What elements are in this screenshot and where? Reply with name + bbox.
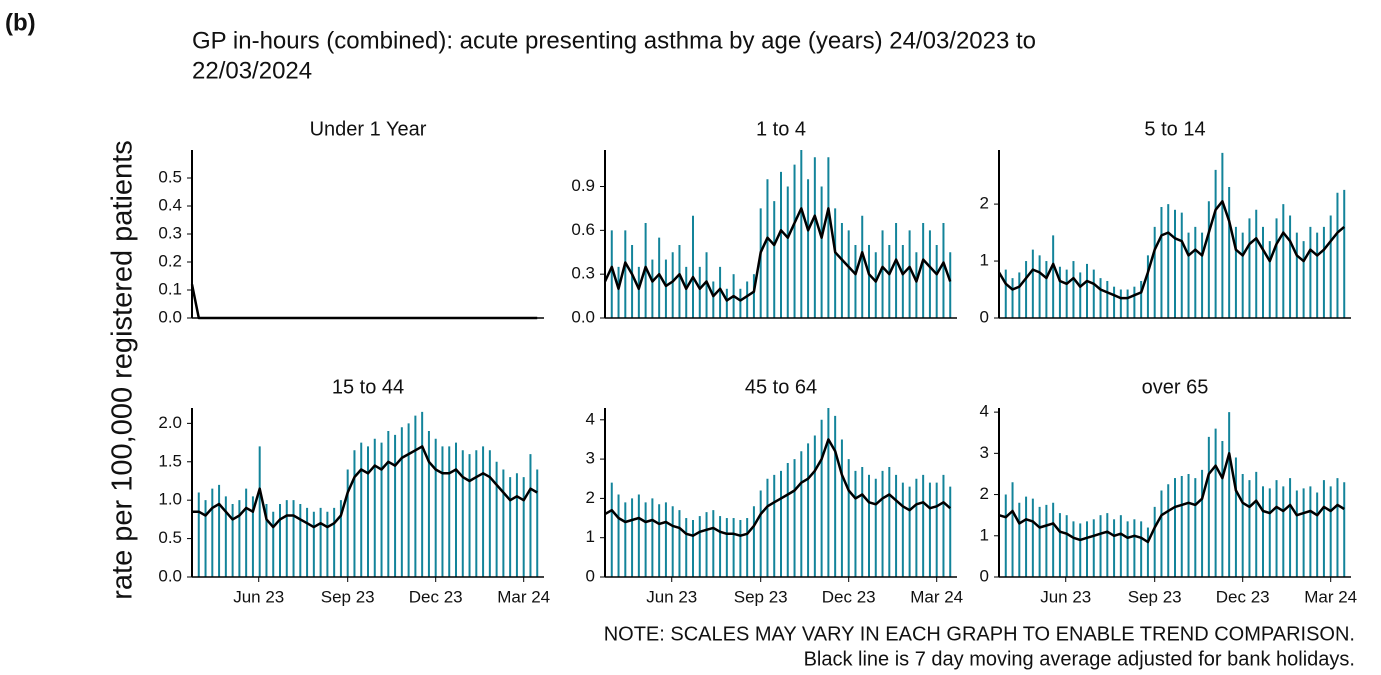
y-tick-label: 1.5	[158, 451, 182, 470]
y-tick-label: 0	[980, 307, 989, 326]
y-tick-label: 0.1	[158, 279, 182, 298]
y-tick-label: 1	[980, 525, 989, 544]
chart-title: 22/03/2024	[192, 57, 312, 84]
moving-average-line	[997, 200, 1346, 300]
y-tick-label: 0.0	[158, 307, 182, 326]
panel-title: over 65	[1142, 376, 1209, 398]
y-tick-label: 3	[586, 449, 595, 468]
y-tick-label: 0.5	[158, 528, 182, 547]
y-tick-label: 0.4	[158, 195, 182, 214]
x-tick-label: Dec 23	[1216, 587, 1270, 606]
panel-title: 45 to 64	[745, 376, 817, 398]
panel-title: 15 to 44	[332, 376, 404, 398]
moving-average-line	[192, 445, 538, 529]
y-tick-label: 2	[980, 484, 989, 503]
y-tick-label: 2	[586, 488, 595, 507]
y-tick-label: 0.2	[158, 251, 182, 270]
moving-average-line	[603, 207, 952, 302]
x-tick-label: Dec 23	[822, 587, 876, 606]
y-tick-label: 0.0	[158, 566, 182, 585]
y-axis-label: rate per 100,000 registered patients	[107, 140, 139, 599]
panel-title: 1 to 4	[756, 118, 806, 140]
x-tick-label: Jun 23	[1040, 587, 1091, 606]
moving-average-line	[998, 452, 1345, 544]
panel-label: (b)	[5, 9, 36, 36]
y-tick-label: 1.0	[158, 490, 182, 509]
x-tick-label: Dec 23	[409, 587, 463, 606]
chart-title: GP in-hours (combined): acute presenting…	[192, 27, 1036, 54]
x-tick-label: Jun 23	[646, 587, 697, 606]
y-tick-label: 0.3	[158, 223, 182, 242]
y-tick-label: 0.5	[158, 167, 182, 186]
y-tick-label: 2.0	[158, 413, 182, 432]
moving-average-line	[604, 438, 952, 537]
x-tick-label: Sep 23	[734, 587, 788, 606]
y-tick-label: 1	[980, 251, 989, 270]
x-tick-label: Sep 23	[1128, 587, 1182, 606]
y-tick-label: 0	[586, 566, 595, 585]
y-tick-label: 0.9	[571, 176, 595, 195]
y-tick-label: 4	[980, 402, 989, 421]
y-tick-label: 0.3	[571, 264, 595, 283]
x-tick-label: Mar 24	[1304, 587, 1357, 606]
x-tick-label: Sep 23	[321, 587, 375, 606]
y-tick-label: 0.6	[571, 220, 595, 239]
y-tick-label: 1	[586, 527, 595, 546]
x-tick-label: Jun 23	[233, 587, 284, 606]
y-tick-label: 4	[586, 409, 595, 428]
y-tick-label: 2	[980, 194, 989, 213]
note: Black line is 7 day moving average adjus…	[804, 648, 1355, 670]
moving-average-line	[190, 284, 538, 320]
x-tick-label: Mar 24	[910, 587, 963, 606]
y-tick-label: 0	[980, 566, 989, 585]
panel-title: Under 1 Year	[310, 118, 427, 140]
y-tick-label: 0.0	[571, 307, 595, 326]
x-tick-label: Mar 24	[497, 587, 550, 606]
panel-title: 5 to 14	[1144, 118, 1205, 140]
note: NOTE: SCALES MAY VARY IN EACH GRAPH TO E…	[604, 623, 1355, 645]
y-tick-label: 3	[980, 443, 989, 462]
